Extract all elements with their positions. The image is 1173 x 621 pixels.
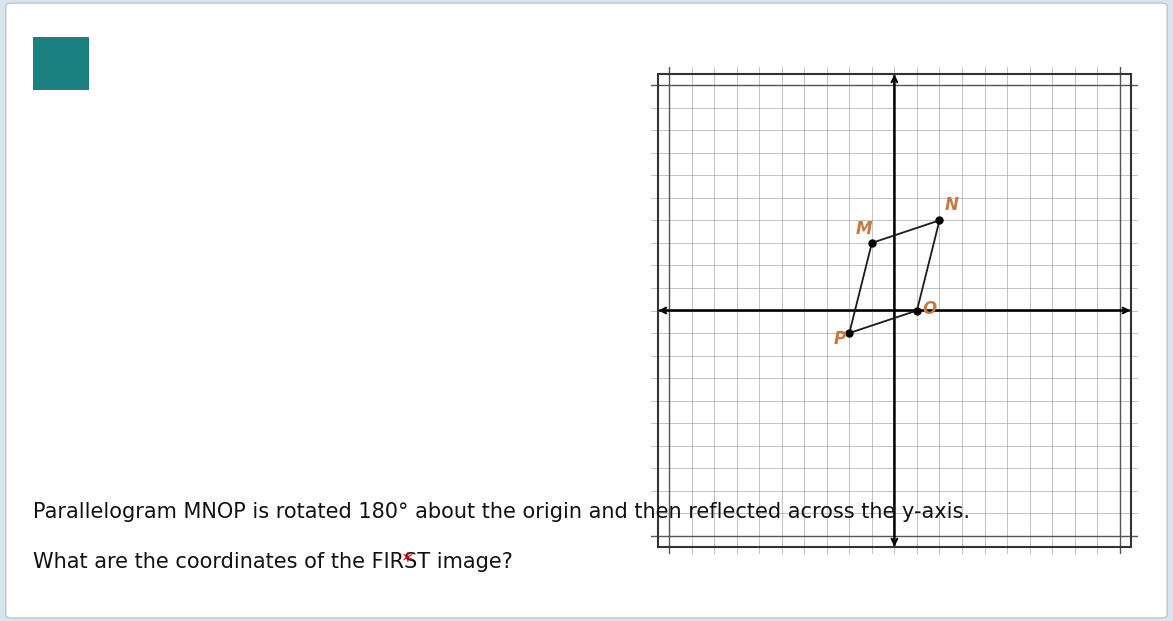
Text: What are the coordinates of the FIRST image?: What are the coordinates of the FIRST im…: [33, 552, 513, 572]
Text: Parallelogram MNOP is rotated 180° about the origin and then reflected across th: Parallelogram MNOP is rotated 180° about…: [33, 502, 970, 522]
Text: N: N: [945, 196, 960, 214]
Text: *: *: [396, 552, 413, 572]
Text: 3: 3: [54, 54, 68, 73]
Text: M: M: [856, 220, 873, 238]
Text: O: O: [923, 300, 937, 318]
Text: P: P: [834, 330, 846, 348]
